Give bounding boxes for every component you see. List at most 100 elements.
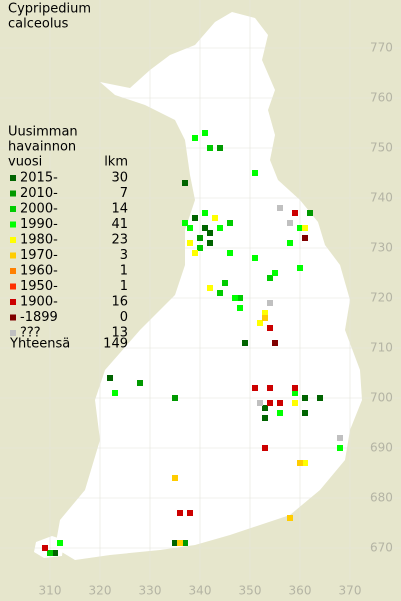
legend-swatch bbox=[10, 190, 16, 197]
legend-swatch bbox=[10, 175, 16, 181]
observation bbox=[337, 445, 343, 451]
observation bbox=[192, 215, 198, 221]
legend-label: 2015- bbox=[20, 171, 58, 186]
legend-label: 2010- bbox=[20, 186, 58, 201]
legend-swatch bbox=[10, 221, 16, 228]
y-tick-label: 740 bbox=[370, 191, 393, 205]
y-tick-label: 680 bbox=[370, 491, 393, 505]
observation bbox=[207, 230, 213, 236]
legend-label: ??? bbox=[20, 326, 41, 341]
legend-swatch bbox=[10, 299, 16, 305]
observation bbox=[302, 395, 308, 401]
y-tick-label: 710 bbox=[370, 341, 393, 355]
legend-swatch bbox=[10, 283, 16, 290]
observation bbox=[292, 400, 298, 406]
y-tick-label: 760 bbox=[370, 91, 393, 105]
observation bbox=[287, 220, 293, 226]
legend-header: lkm bbox=[104, 155, 128, 170]
observation bbox=[302, 235, 308, 241]
observation bbox=[207, 145, 213, 151]
observation bbox=[272, 340, 278, 346]
legend-header: Uusimman bbox=[8, 125, 78, 140]
legend-count: 23 bbox=[111, 233, 128, 248]
observation bbox=[257, 400, 263, 406]
observation bbox=[57, 540, 63, 546]
observation bbox=[262, 315, 268, 321]
legend-swatch bbox=[10, 252, 16, 259]
observation bbox=[267, 400, 273, 406]
observation bbox=[202, 130, 208, 136]
observation bbox=[177, 540, 183, 546]
observation bbox=[262, 445, 268, 451]
observation bbox=[202, 210, 208, 216]
y-tick-label: 670 bbox=[370, 541, 393, 555]
y-tick-label: 700 bbox=[370, 391, 393, 405]
observation bbox=[187, 225, 193, 231]
x-tick-label: 340 bbox=[189, 584, 212, 598]
observation bbox=[137, 380, 143, 386]
observation bbox=[287, 515, 293, 521]
x-tick-label: 320 bbox=[89, 584, 112, 598]
legend-count: 0 bbox=[120, 310, 128, 325]
legend-count: 30 bbox=[111, 171, 128, 186]
observation bbox=[52, 550, 58, 556]
x-tick-label: 350 bbox=[239, 584, 262, 598]
total-label: Yhteensä bbox=[9, 337, 70, 352]
observation bbox=[292, 390, 298, 396]
observation bbox=[192, 135, 198, 141]
observation bbox=[107, 375, 113, 381]
observation bbox=[302, 225, 308, 231]
observation bbox=[177, 510, 183, 516]
title: Cypripedium bbox=[8, 2, 91, 17]
observation bbox=[192, 250, 198, 256]
observation bbox=[302, 460, 308, 466]
legend-count: 1 bbox=[120, 264, 128, 279]
observation bbox=[237, 305, 243, 311]
observation bbox=[227, 250, 233, 256]
x-tick-label: 360 bbox=[289, 584, 312, 598]
observation bbox=[237, 295, 243, 301]
observation bbox=[182, 220, 188, 226]
observation bbox=[277, 400, 283, 406]
observation bbox=[262, 405, 268, 411]
y-tick-label: 750 bbox=[370, 141, 393, 155]
total-value: 149 bbox=[103, 337, 128, 352]
observation bbox=[217, 290, 223, 296]
observation bbox=[222, 280, 228, 286]
observation bbox=[262, 415, 268, 421]
observation bbox=[172, 540, 178, 546]
legend-swatch bbox=[10, 268, 16, 274]
observation bbox=[337, 435, 343, 441]
observation bbox=[267, 300, 273, 306]
observation bbox=[317, 395, 323, 401]
y-tick-label: 690 bbox=[370, 441, 393, 455]
observation bbox=[267, 275, 273, 281]
x-tick-label: 310 bbox=[39, 584, 62, 598]
y-tick-label: 720 bbox=[370, 291, 393, 305]
legend-swatch bbox=[10, 206, 16, 212]
legend-swatch bbox=[10, 330, 16, 336]
observation bbox=[302, 410, 308, 416]
observation bbox=[277, 205, 283, 211]
observation bbox=[217, 225, 223, 231]
observation bbox=[292, 210, 298, 216]
observation bbox=[297, 265, 303, 271]
observation bbox=[207, 285, 213, 291]
observation bbox=[197, 235, 203, 241]
observation bbox=[292, 385, 298, 391]
observation bbox=[42, 545, 48, 551]
observation bbox=[262, 310, 268, 316]
observation bbox=[187, 510, 193, 516]
observation bbox=[297, 225, 303, 231]
observation bbox=[252, 385, 258, 391]
observation bbox=[182, 180, 188, 186]
legend-label: 1990- bbox=[20, 217, 58, 232]
observation bbox=[207, 240, 213, 246]
observation bbox=[252, 255, 258, 261]
legend-label: 1980- bbox=[20, 233, 58, 248]
legend-header: vuosi bbox=[8, 155, 42, 170]
legend-label: 1970- bbox=[20, 248, 58, 263]
observation bbox=[257, 320, 263, 326]
observation bbox=[297, 460, 303, 466]
observation bbox=[252, 170, 258, 176]
